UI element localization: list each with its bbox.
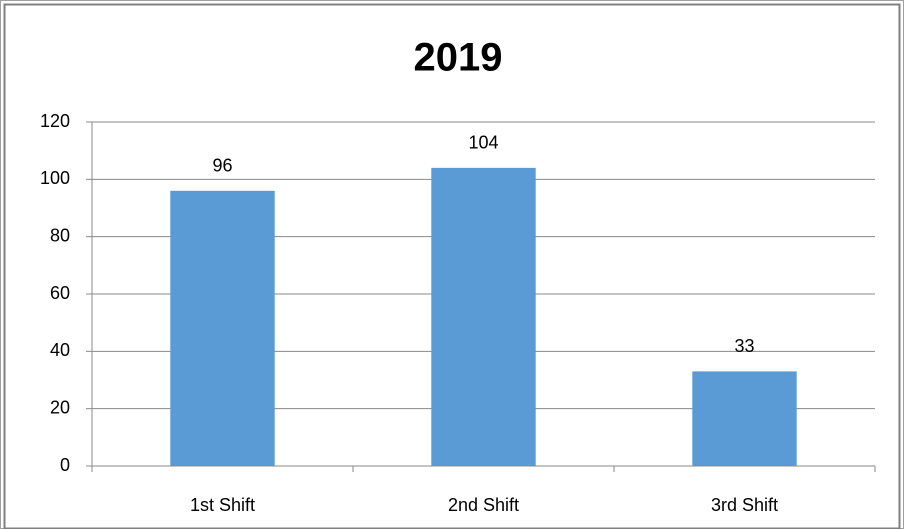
x-tick-label: 1st Shift: [190, 495, 255, 515]
bar: [692, 371, 797, 466]
x-tick-label: 3rd Shift: [711, 495, 778, 515]
data-label: 104: [468, 133, 498, 153]
data-label: 96: [212, 156, 232, 176]
chart-title: 2019: [414, 36, 503, 80]
y-tick-label: 0: [60, 455, 70, 475]
y-tick-label: 60: [50, 283, 70, 303]
x-tick-label: 2nd Shift: [448, 495, 519, 515]
y-tick-label: 20: [50, 397, 70, 417]
y-tick-label: 80: [50, 225, 70, 245]
data-label: 33: [734, 336, 754, 356]
bar: [431, 167, 536, 466]
bar: [170, 190, 275, 467]
y-tick-label: 120: [40, 111, 70, 131]
y-tick-label: 40: [50, 340, 70, 360]
y-tick-label: 100: [40, 168, 70, 188]
